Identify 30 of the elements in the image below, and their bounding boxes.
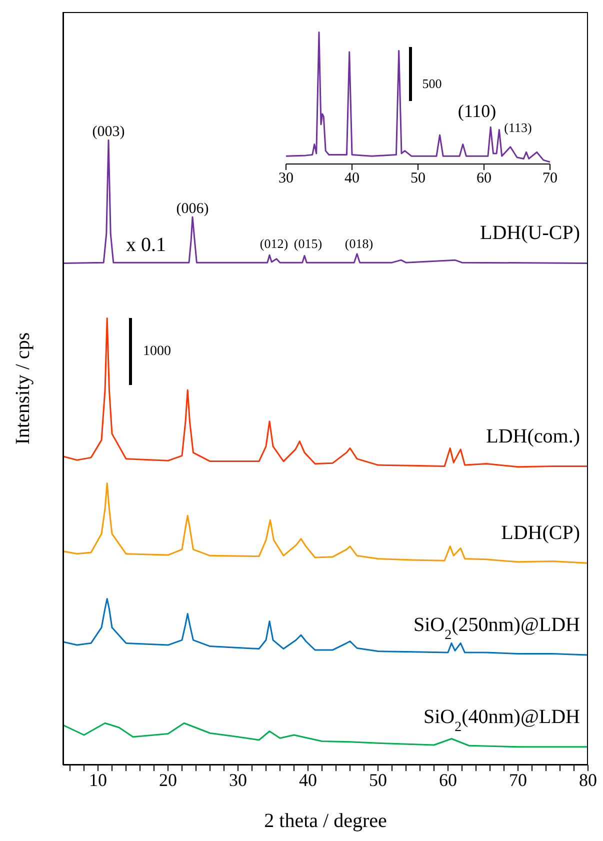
x-tick-label: 60 [439,770,457,790]
x-tick-label: 40 [344,170,360,187]
x-tick-label: 70 [542,170,558,187]
y-axis-title: Intensity / cps [12,332,34,445]
annotation: (113) [504,120,532,135]
x-tick-label: 40 [299,770,317,790]
x-tick-label: 70 [509,770,527,790]
annotation: x 0.1 [126,234,166,256]
annotation: 500 [422,76,442,91]
x-tick-label: 30 [278,170,294,187]
series-label: SiO$_{2}$(40nm)@LDH [423,706,580,734]
series-label: SiO$_{2}$(250nm)@LDH [413,614,580,643]
annotation: (003) [92,124,125,140]
annotation: (110) [458,101,496,121]
x-tick-label: 50 [410,170,426,187]
series-label: LDH(CP) [501,522,580,544]
series-label: LDH(com.) [486,425,580,448]
annotation: (015) [294,236,322,251]
annotation: (006) [176,200,209,217]
x-tick-label: 20 [159,770,177,790]
x-tick-label: 10 [89,770,107,790]
x-tick-label: 60 [476,170,492,187]
annotation: (018) [344,236,374,251]
annotation: (012) [260,236,288,251]
x-tick-label: 30 [229,770,247,790]
annotation: 1000 [143,344,171,359]
x-tick-label: 80 [579,770,597,790]
series-label: LDH(U-CP) [480,222,580,244]
x-tick-label: 50 [369,770,387,790]
x-axis-title: 2 theta / degree [264,810,387,832]
